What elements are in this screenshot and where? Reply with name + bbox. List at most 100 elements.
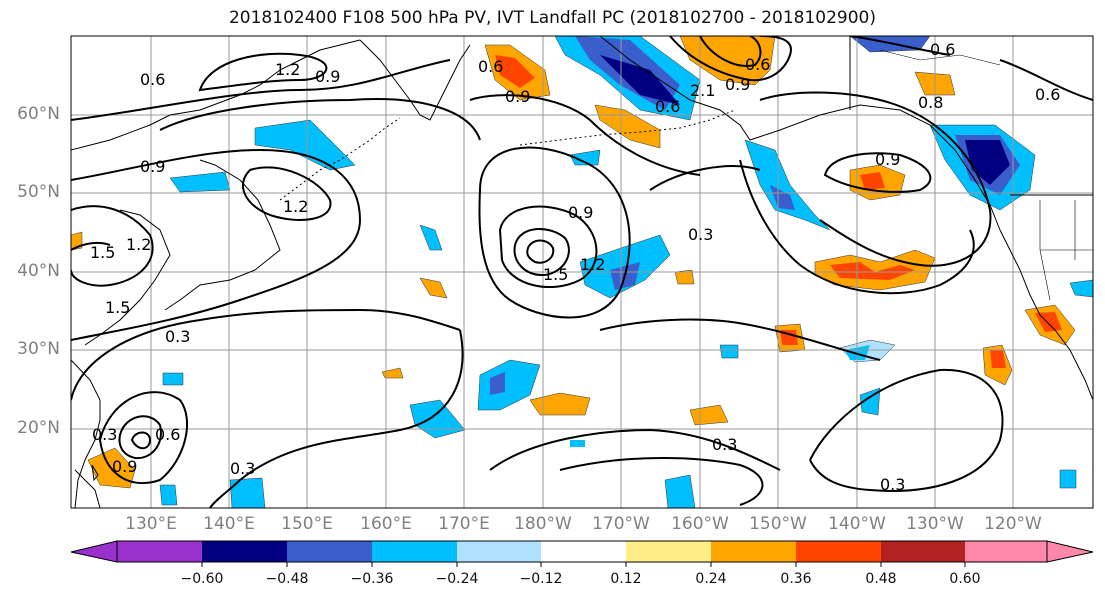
- contour-label: 2.1: [690, 81, 715, 100]
- taiwan-island: [91, 464, 99, 482]
- contour-label: 0.6: [155, 425, 180, 444]
- contour-label: 1.2: [126, 235, 151, 254]
- colorbar-tick-label: 0.12: [610, 571, 642, 587]
- north-america-coastline: [999, 229, 1093, 401]
- negative-anomaly-region: [419, 224, 443, 251]
- pv-contour: [699, 36, 762, 67]
- pv-contour: [999, 59, 1093, 101]
- negative-anomaly-region: [169, 171, 231, 193]
- japan-coastline: [164, 159, 281, 311]
- colorbar-tick-label: 0.24: [695, 571, 727, 587]
- map-frame: [70, 35, 1094, 509]
- positive-anomaly-region: [529, 392, 591, 416]
- positive-anomaly-region: [381, 367, 404, 379]
- lat-label: 30°N: [17, 339, 60, 359]
- lon-label: 140°W: [828, 514, 886, 534]
- contour-label: 1.2: [283, 197, 308, 216]
- contour-label: 1.5: [105, 298, 130, 317]
- colorbar: [70, 540, 1094, 567]
- lon-label: 160°E: [360, 514, 412, 534]
- pv-contour: [118, 415, 162, 460]
- colorbar-segment: [881, 541, 965, 562]
- negative-anomaly-region: [570, 440, 585, 447]
- kuril-islands: [279, 117, 401, 201]
- pv-contour: [159, 98, 481, 141]
- contour-label: 0.9: [875, 150, 900, 169]
- pv-contour: [469, 94, 701, 176]
- positive-anomaly-region: [674, 269, 695, 285]
- colorbar-segment: [287, 541, 372, 562]
- pv-contour: [526, 239, 555, 264]
- contour-label: 0.3: [92, 425, 117, 444]
- lat-label: 40°N: [17, 261, 60, 281]
- pv-contour: [209, 329, 464, 508]
- positive-anomaly-region: [594, 104, 661, 149]
- colorbar-tick-label: 0.36: [780, 571, 812, 587]
- contour-label: 1.5: [543, 265, 568, 284]
- contour-label: 0.3: [712, 435, 737, 454]
- contour-label: 1.2: [580, 255, 605, 274]
- colorbar-segment: [711, 541, 796, 562]
- kamchatka-coastline: [359, 39, 471, 121]
- colorbar-extend-left: [70, 540, 118, 563]
- negative-anomaly-region: [770, 185, 795, 210]
- alaska-rivers: [879, 49, 1001, 66]
- coastlines: [71, 36, 1093, 508]
- lon-label: 160°W: [671, 514, 729, 534]
- pv-contour: [71, 205, 154, 287]
- canada-border: [849, 36, 1093, 196]
- positive-anomaly-region: [495, 55, 535, 88]
- colorbar-tick-label: −0.48: [265, 571, 309, 587]
- pv-contour: [649, 165, 761, 191]
- colorbar-tick-label: −0.24: [435, 571, 479, 587]
- lon-label: 170°W: [592, 514, 650, 534]
- negative-anomaly-region: [719, 344, 739, 359]
- graticule: [71, 36, 1093, 508]
- pv-contours: [71, 36, 1093, 508]
- pv-contour: [739, 159, 975, 295]
- contour-label: 0.6: [140, 70, 165, 89]
- contour-label: 0.9: [112, 457, 137, 476]
- negative-anomaly-region: [159, 484, 178, 506]
- contour-label: 0.3: [688, 225, 713, 244]
- colorbar-segment: [796, 541, 881, 562]
- pv-contour: [71, 59, 451, 121]
- contour-label: 0.9: [140, 157, 165, 176]
- contour-label: 0.3: [880, 475, 905, 494]
- contour-label: 0.9: [315, 67, 340, 86]
- colorbar-tick-label: 0.60: [949, 571, 981, 587]
- lon-label: 130°W: [906, 514, 964, 534]
- colorbar-tick-label: −0.36: [350, 571, 394, 587]
- contour-label: 0.6: [655, 97, 680, 116]
- negative-anomaly-region: [162, 372, 184, 386]
- lat-label: 60°N: [17, 104, 60, 124]
- pv-contour: [809, 368, 1004, 492]
- contour-label: 0.6: [745, 55, 770, 74]
- negative-anomaly-region: [569, 149, 601, 166]
- contour-label: 1.5: [90, 243, 115, 262]
- contour-label: 0.6: [930, 40, 955, 59]
- pv-contour: [498, 205, 598, 288]
- contour-label: 0.6: [478, 57, 503, 76]
- pv-contour: [849, 36, 951, 56]
- map-title: 2018102400 F108 500 hPa PV, IVT Landfall…: [228, 8, 876, 28]
- colorbar-segment: [965, 541, 1047, 562]
- pv-contour: [71, 241, 111, 251]
- colorbar-extend-right: [1046, 540, 1094, 563]
- pv-contour: [599, 318, 881, 361]
- pv-contour: [489, 428, 781, 471]
- colorbar-segment: [372, 541, 457, 562]
- lon-label: 180°W: [514, 514, 572, 534]
- colorbar-segment: [117, 541, 202, 562]
- lon-label: 140°E: [203, 514, 255, 534]
- negative-anomaly-region: [664, 474, 696, 508]
- lon-label: 130°E: [125, 514, 177, 534]
- lat-label: 20°N: [17, 418, 60, 438]
- pv-contour: [559, 457, 764, 506]
- colorbar-tick-label: 0.48: [865, 571, 897, 587]
- korea-coastline: [84, 209, 171, 346]
- china-coastline: [71, 359, 101, 508]
- pv-contour: [478, 146, 631, 319]
- pv-contour: [359, 309, 461, 331]
